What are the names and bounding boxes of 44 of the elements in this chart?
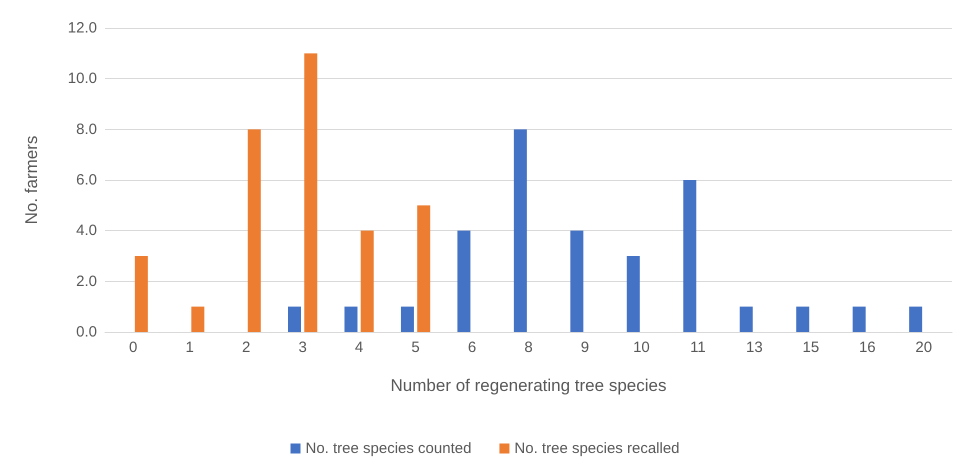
bar	[514, 129, 527, 332]
bar	[626, 256, 640, 332]
bar	[909, 306, 922, 332]
y-axis-title: No. farmers	[22, 136, 41, 224]
bar	[417, 205, 430, 332]
bar	[360, 230, 374, 332]
bar	[344, 306, 358, 332]
y-tick-label: 0.0	[76, 324, 97, 340]
legend-label: No. tree species recalled	[514, 440, 680, 457]
bar	[400, 306, 414, 332]
bar	[134, 256, 148, 332]
x-tick-label: 1	[186, 339, 194, 356]
x-tick-label: 15	[802, 339, 820, 356]
x-tick-label: 9	[580, 339, 590, 356]
bar	[683, 180, 696, 332]
x-tick-label: 2	[242, 339, 250, 356]
bar	[248, 129, 261, 332]
x-tick-label: 11	[690, 339, 706, 356]
y-tick-label: 8.0	[76, 120, 97, 138]
x-tick-label: 10	[633, 339, 650, 356]
bar	[304, 53, 318, 332]
y-tick-label: 2.0	[76, 272, 97, 290]
x-tick-label: 16	[858, 339, 876, 356]
x-tick-label: 5	[411, 339, 420, 356]
bar	[796, 306, 810, 332]
y-tick-label: 4.0	[76, 222, 97, 240]
x-axis-title: Number of regenerating tree species	[390, 376, 666, 395]
bar	[457, 230, 470, 332]
legend-label: No. tree species counted	[305, 440, 472, 457]
bar	[852, 306, 866, 332]
bar	[191, 306, 204, 332]
x-tick-label: 6	[468, 339, 476, 356]
x-tick-label: 13	[746, 339, 763, 356]
y-tick-label: 12.0	[68, 20, 97, 36]
x-tick-label: 4	[354, 339, 364, 356]
x-tick-label: 8	[524, 339, 533, 356]
bar	[570, 230, 584, 332]
bar	[740, 306, 753, 332]
bar	[288, 306, 302, 332]
y-tick-label: 10.0	[68, 70, 97, 88]
x-tick-label: 3	[298, 339, 307, 356]
x-tick-label: 0	[129, 339, 138, 356]
y-tick-label: 6.0	[76, 172, 97, 188]
x-tick-label: 20	[915, 339, 932, 356]
